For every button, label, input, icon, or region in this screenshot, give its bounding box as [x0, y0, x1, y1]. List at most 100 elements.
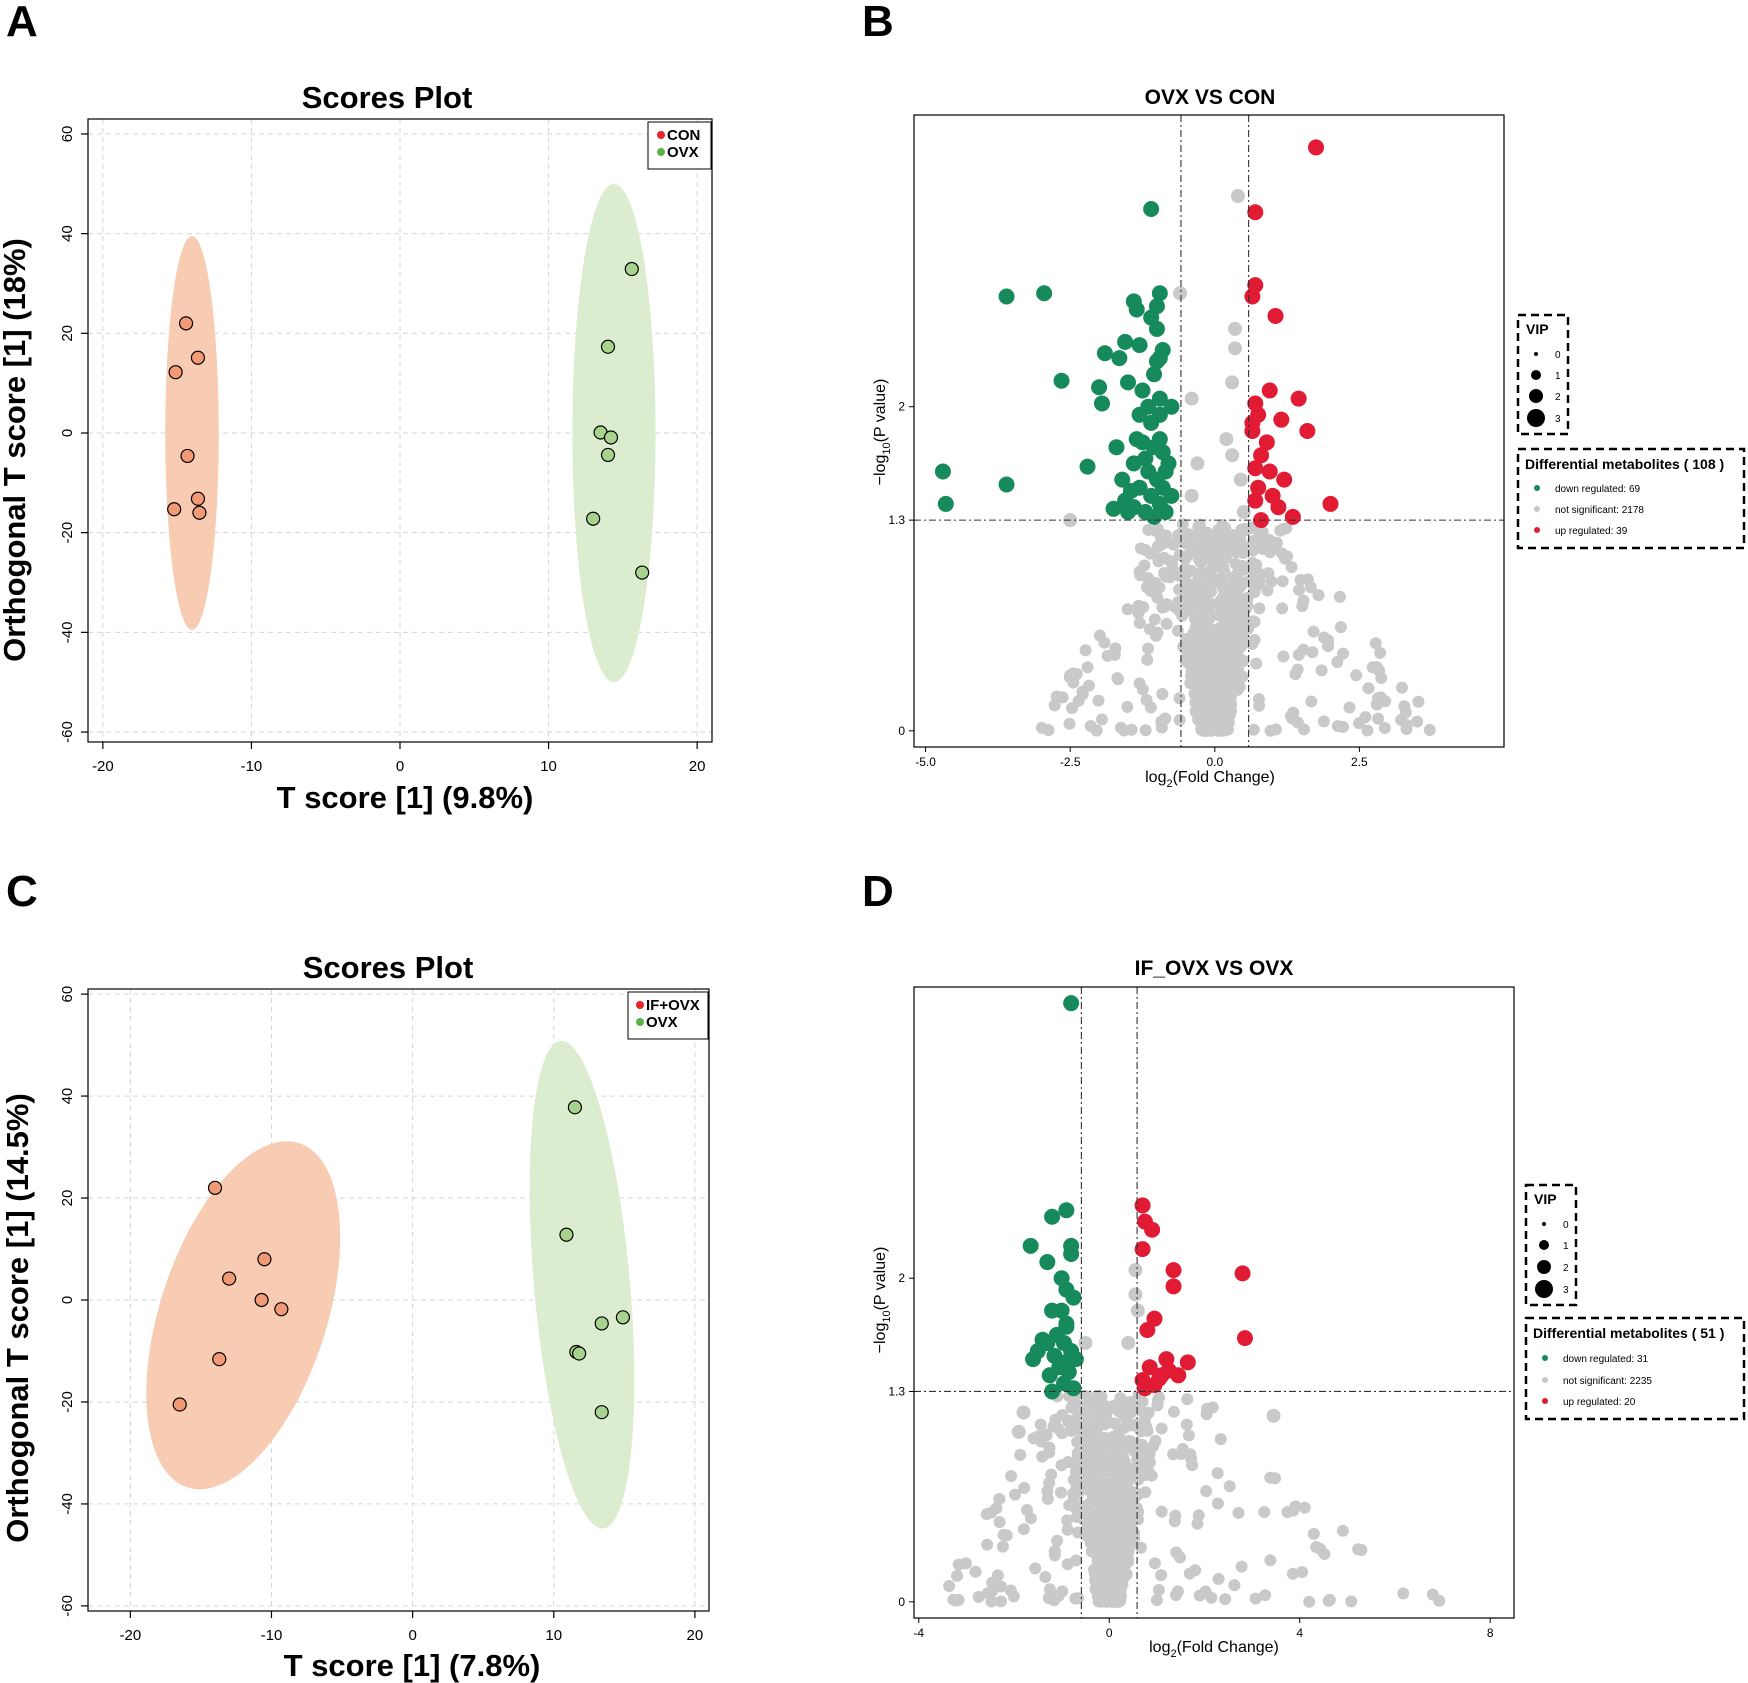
d-ns-cloud-dot-832 — [1040, 1429, 1053, 1442]
b-up-point-4 — [1267, 307, 1284, 324]
a-point-ovx-1 — [600, 339, 616, 354]
c-y-tick-label-6: 60 — [59, 986, 76, 1003]
b-down-point-34 — [1160, 455, 1177, 472]
d-y-tick-label-1: 1.3 — [888, 1384, 905, 1398]
d-ns-cloud-dot-798 — [1090, 1534, 1103, 1547]
d-ns-point-6 — [1016, 1405, 1031, 1420]
panel-b-diff-down-dot — [1534, 485, 1540, 491]
b-down-point-46 — [937, 495, 954, 512]
b-ns-cloud-dot-469 — [1280, 522, 1293, 535]
d-ns-cloud-dot-30 — [1298, 1501, 1311, 1514]
d-ns-cloud-dot-514 — [1307, 1527, 1320, 1540]
panel-d-diff-title: Differential metabolites ( 51 ) — [1533, 1325, 1724, 1341]
panel-b-diff-legend-box — [1516, 447, 1746, 550]
b-ns-cloud-dot-436 — [1111, 672, 1124, 685]
b-ns-cloud-dot-877 — [1200, 708, 1213, 721]
b-ns-cloud-dot-744 — [1134, 542, 1147, 555]
b-up-point-11 — [1258, 434, 1275, 451]
b-ns-cloud-dot-852 — [1160, 617, 1173, 630]
b-ns-cloud-dot-390 — [1292, 648, 1305, 661]
b-down-point-5 — [1148, 320, 1165, 337]
a-point-ovx-3 — [603, 430, 619, 445]
b-ns-cloud-dot-595 — [1072, 694, 1085, 707]
b-ns-cloud-dot-313 — [1173, 692, 1186, 705]
d-ns-cloud-dot-632 — [1258, 1506, 1271, 1519]
c-ellipse-ifovx — [146, 1141, 341, 1490]
b-ns-cloud-dot-853 — [1153, 581, 1166, 594]
b-down-point-50 — [1134, 382, 1151, 399]
b-ns-cloud-dot-812 — [1172, 595, 1185, 608]
b-ns-cloud-dot-895 — [1151, 540, 1164, 553]
d-ns-cloud-dot-479 — [1134, 1404, 1147, 1417]
a-point-con-5 — [190, 491, 206, 506]
d-ns-cloud-dot-805 — [1061, 1523, 1074, 1536]
b-x-tick-label-2: 0.0 — [1206, 755, 1223, 769]
d-y-tick-label-0: 0 — [898, 1595, 905, 1609]
a-point-con-4 — [167, 502, 182, 517]
b-up-point-3 — [1244, 288, 1261, 305]
d-ns-cloud-dot-724 — [1098, 1418, 1111, 1431]
a-y-tick-label-6: 60 — [59, 126, 76, 143]
b-ns-cloud-dot-65 — [1253, 602, 1266, 615]
b-down-point-47 — [1096, 345, 1113, 362]
panel-d-vip-level-3: 3 — [1563, 1285, 1569, 1296]
d-ns-cloud-dot-425 — [1004, 1584, 1017, 1597]
b-down-point-7 — [1131, 337, 1148, 354]
d-ns-cloud-dot-701 — [1108, 1417, 1121, 1430]
b-ns-cloud-dot-859 — [1212, 721, 1225, 734]
b-up-point-15 — [1250, 479, 1267, 496]
b-down-point-40 — [1053, 372, 1070, 389]
b-y-tick-label-0: 0 — [898, 724, 905, 738]
b-down-point-0 — [1143, 200, 1160, 217]
d-ns-cloud-dot-899 — [1071, 1400, 1084, 1413]
b-up-point-6 — [1290, 390, 1307, 407]
panel-c-points — [172, 1100, 631, 1420]
d-ns-cloud-dot-551 — [1269, 1472, 1282, 1485]
d-ns-cloud-dot-639 — [1014, 1448, 1027, 1461]
b-down-point-32 — [1105, 500, 1122, 517]
d-ns-cloud-dot-898 — [1112, 1578, 1125, 1591]
panel-b-vip-level-0: 0 — [1555, 350, 1561, 361]
d-x-tick-label-3: 8 — [1487, 1626, 1494, 1640]
panel-a-y-label: Orthogonal T score [1] (18%) — [0, 238, 32, 662]
d-down-point-7 — [1065, 1289, 1082, 1306]
c-ellipse-ovx — [529, 1040, 635, 1529]
d-ns-cloud-dot-283 — [1303, 1595, 1316, 1608]
panel-b-thresholds — [914, 115, 1504, 747]
b-ns-cloud-dot-880 — [1247, 723, 1260, 736]
d-ns-cloud-dot-735 — [1097, 1511, 1110, 1524]
b-ns-cloud-dot-862 — [1177, 640, 1190, 653]
b-ns-cloud-dot-884 — [1247, 535, 1260, 548]
b-ns-cloud-dot-430 — [1396, 681, 1409, 694]
d-ns-cloud-dot-865 — [1090, 1481, 1103, 1494]
b-ns-cloud-dot-397 — [1048, 699, 1061, 712]
d-ns-cloud-dot-894 — [1111, 1403, 1124, 1416]
b-down-point-37 — [1120, 504, 1137, 521]
a-x-tick-label-0: -20 — [92, 758, 114, 775]
d-ns-cloud-dot-94 — [1167, 1405, 1180, 1418]
d-ns-cloud-dot-895 — [1281, 1506, 1294, 1519]
b-ns-cloud-dot-898 — [1194, 660, 1207, 673]
b-ns-point-2 — [1228, 321, 1243, 336]
b-ns-cloud-dot-507 — [1264, 724, 1277, 737]
d-ns-cloud-dot-828 — [972, 1590, 985, 1603]
b-ns-cloud-dot-801 — [1180, 537, 1193, 550]
b-up-point-22 — [1276, 471, 1293, 488]
b-ns-cloud-dot-871 — [1190, 597, 1203, 610]
b-ns-point-1 — [1173, 286, 1188, 301]
a-x-tick-label-1: -10 — [241, 758, 263, 775]
b-ns-cloud-dot-391 — [1277, 650, 1290, 663]
b-ns-cloud-dot-244 — [1334, 621, 1347, 634]
b-up-point-9 — [1273, 411, 1290, 428]
b-x-tick-label-1: -2.5 — [1060, 755, 1081, 769]
b-ns-point-8 — [1184, 488, 1199, 503]
b-ns-cloud-dot-369 — [1082, 679, 1095, 692]
b-ns-cloud-dot-676 — [1156, 688, 1169, 701]
panel-b-volcano-plot: -5.0 -2.5 0.0 2.5 0 1.3 2 OVX VS CON log2(Fold… — [872, 86, 1746, 790]
panel-b-diff-up-label: up regulated: 39 — [1555, 526, 1628, 537]
b-down-point-23 — [1114, 471, 1131, 488]
b-down-point-56 — [1151, 406, 1168, 423]
b-ns-cloud-dot-747 — [1179, 654, 1192, 667]
d-ns-cloud-dot-789 — [1072, 1592, 1085, 1605]
